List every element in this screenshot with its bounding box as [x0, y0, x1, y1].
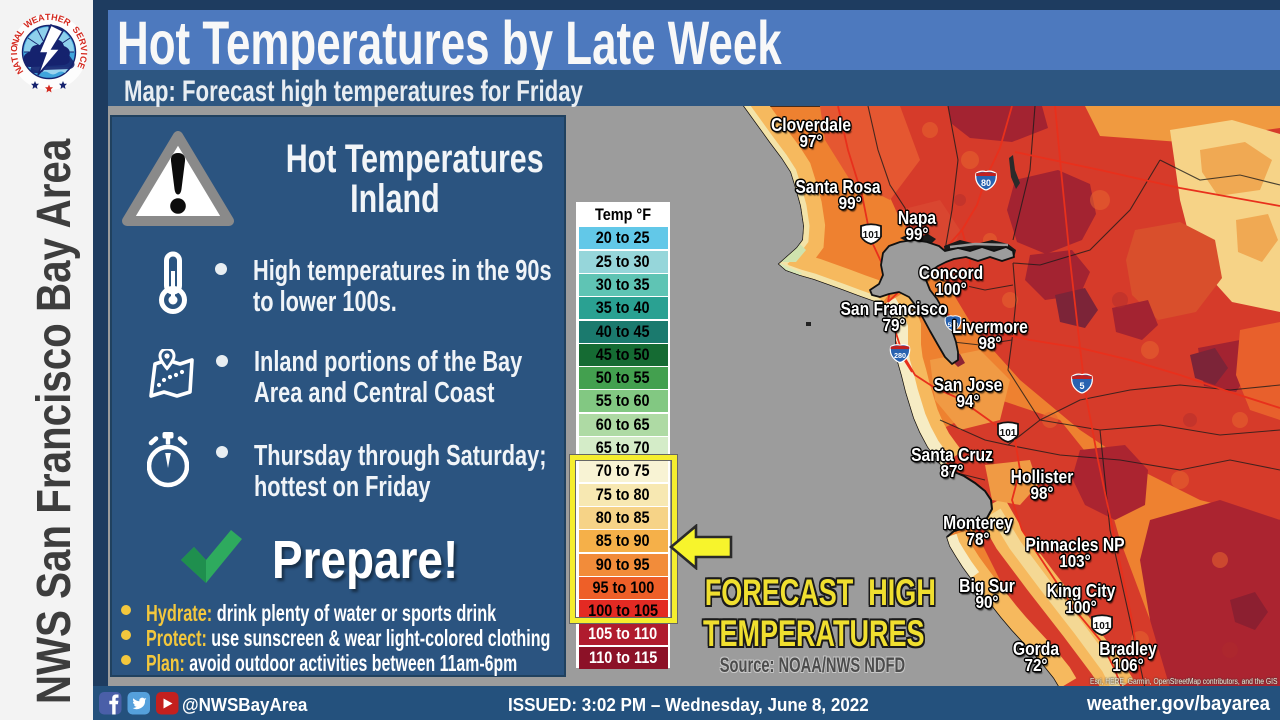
svg-text:5: 5: [1079, 381, 1084, 391]
svg-text:V: V: [79, 45, 89, 52]
svg-text:L: L: [15, 26, 27, 37]
svg-text:E: E: [75, 61, 87, 70]
svg-text:R: R: [62, 16, 73, 28]
svg-text:80: 80: [981, 178, 991, 188]
svg-text:S: S: [70, 24, 82, 35]
svg-text:A: A: [12, 31, 24, 42]
svg-text:E: E: [74, 31, 86, 41]
svg-text:T: T: [11, 55, 20, 63]
svg-text:I: I: [11, 52, 19, 55]
svg-text:N: N: [13, 65, 25, 76]
svg-text:T: T: [45, 12, 51, 22]
svg-text:280: 280: [894, 351, 906, 360]
svg-text:580: 580: [948, 322, 959, 329]
svg-text:N: N: [11, 38, 21, 47]
svg-text:C: C: [78, 55, 89, 64]
svg-text:E: E: [56, 13, 65, 24]
svg-text:101: 101: [863, 230, 880, 241]
svg-text:O: O: [11, 44, 20, 52]
svg-text:A: A: [37, 12, 46, 23]
svg-text:101: 101: [1000, 428, 1017, 439]
svg-text:R: R: [77, 37, 89, 47]
svg-text:E: E: [30, 14, 40, 26]
svg-text:A: A: [11, 60, 22, 70]
svg-text:101: 101: [1094, 621, 1111, 632]
svg-text:I: I: [79, 52, 89, 55]
svg-text:H: H: [50, 12, 58, 23]
